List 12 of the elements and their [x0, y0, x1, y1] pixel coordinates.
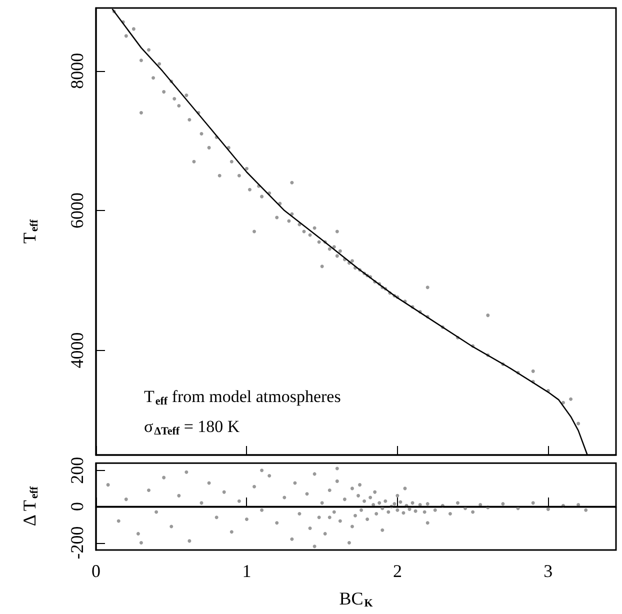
y-tick-label: 4000 [67, 332, 87, 368]
x-tick-label: 2 [392, 561, 402, 581]
y-axis-title: Δ Teff [20, 486, 40, 526]
x-tick-label: 3 [544, 561, 553, 581]
y-tick-label: 8000 [67, 52, 87, 89]
y-tick-label: 6000 [67, 192, 87, 229]
y-tick-label: -200 [67, 526, 87, 560]
y-tick-label: 200 [67, 456, 87, 484]
x-tick-label: 1 [242, 561, 252, 581]
y-axis-title: Teff [20, 219, 40, 244]
x-tick-label: 0 [92, 561, 100, 581]
y-tick-label: 0 [67, 502, 87, 512]
